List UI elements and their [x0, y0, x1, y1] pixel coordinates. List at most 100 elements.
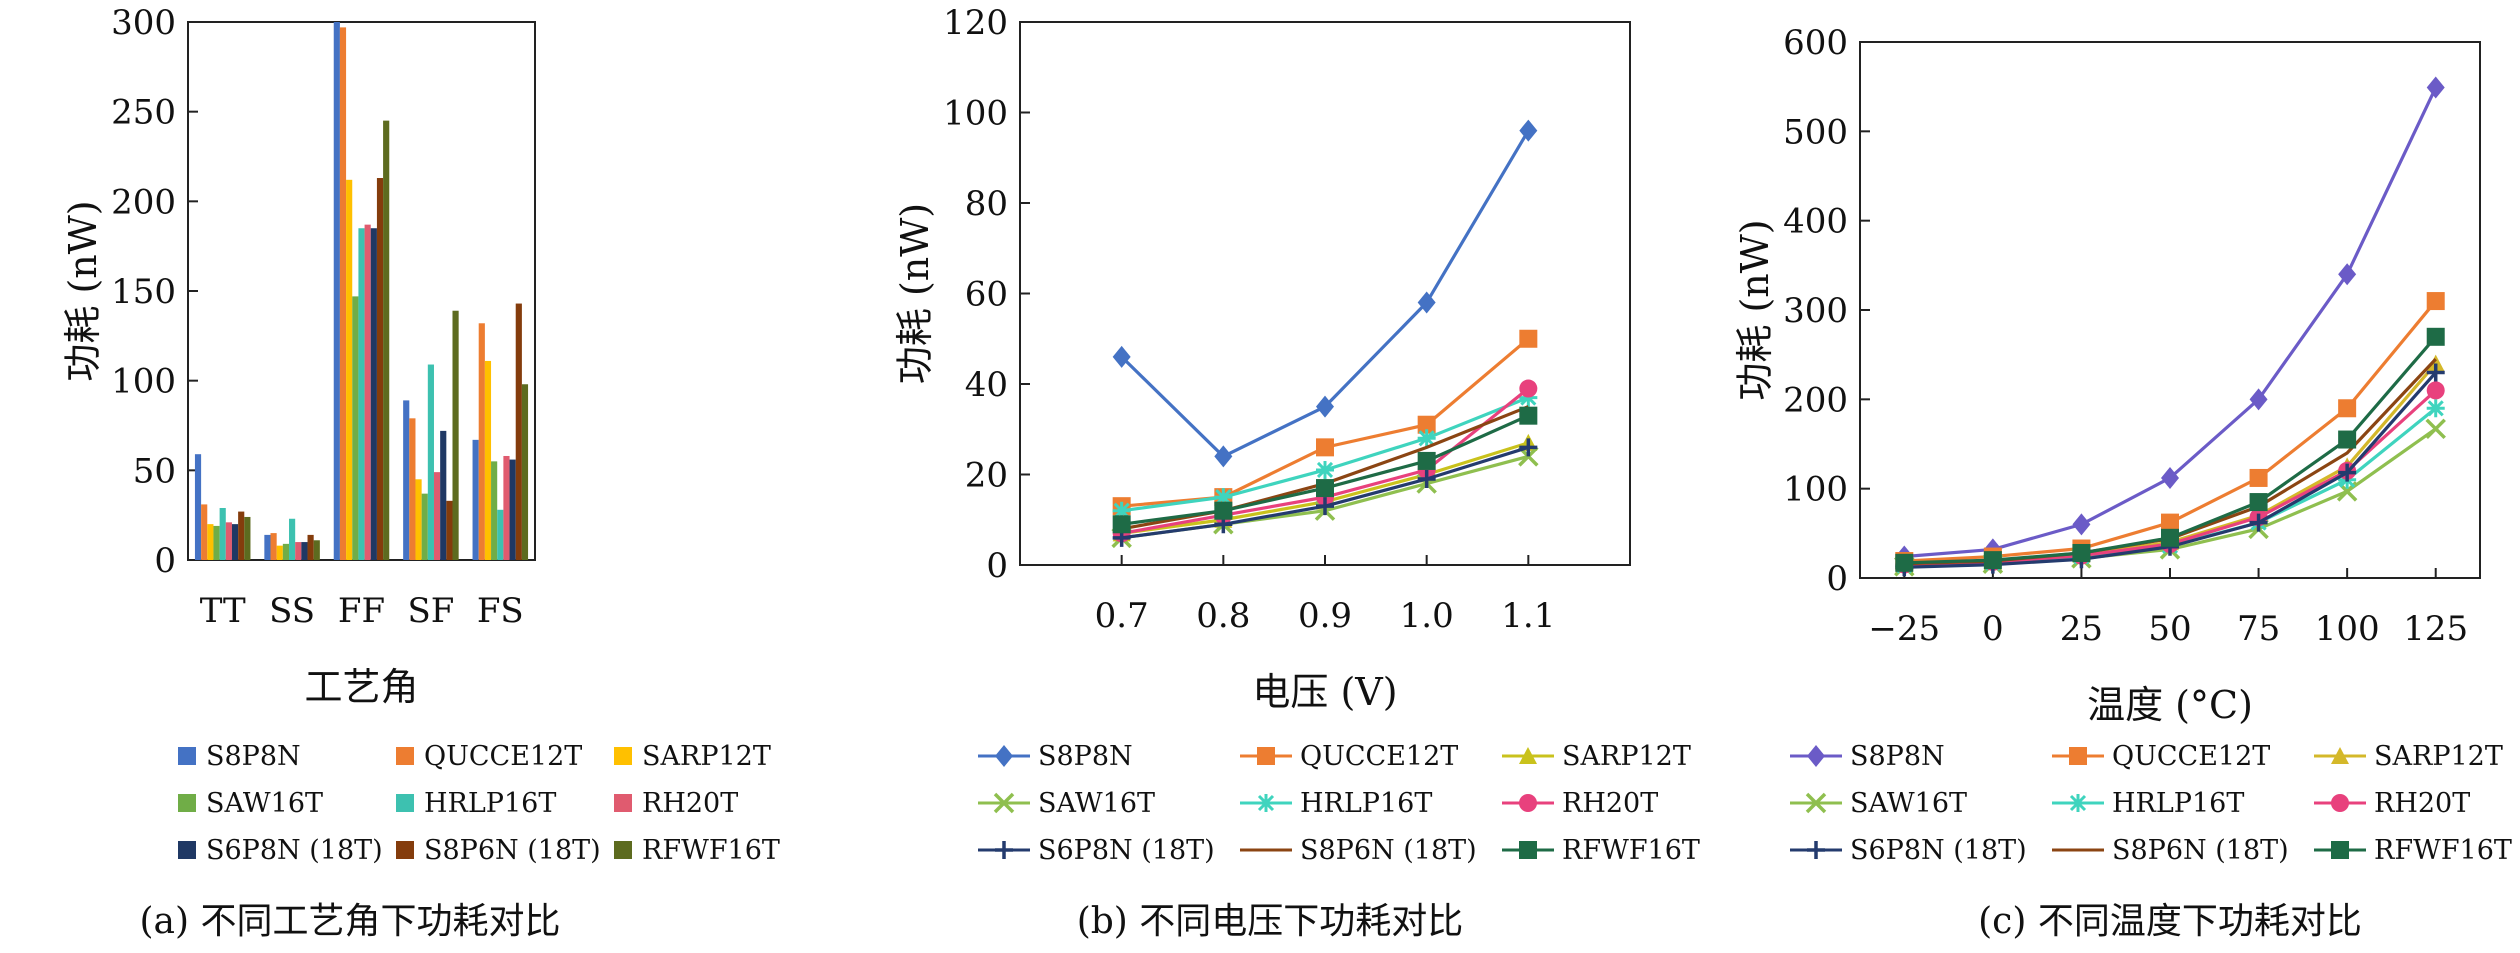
series-s6p8n-18t: [1112, 438, 1538, 547]
bar-saw16t-tt: [213, 525, 220, 560]
series-s8p8n: [1112, 119, 1538, 468]
bar-sarp12t-fs: [484, 360, 492, 560]
y-tick-label: 300: [111, 3, 176, 43]
bar-qucce12t-tt: [201, 504, 208, 560]
figure-caption: (b) 不同电压下功耗对比: [1077, 901, 1464, 942]
legend-label: SARP12T: [642, 741, 771, 772]
series-rfwf16t: [1112, 406, 1538, 534]
bar-s6p8n-18t-ff: [370, 228, 377, 560]
legend-label: S6P8N (18T): [206, 835, 383, 866]
legend-label: RH20T: [2374, 788, 2470, 819]
y-tick-label: 200: [111, 182, 176, 222]
point-s6p8n-18t-2: [1316, 497, 1334, 516]
bar-sarp12t-ss: [276, 545, 283, 560]
point-s8p8n-4: [1519, 119, 1538, 142]
legend-marker-s8p8n: [1807, 745, 1825, 767]
legend-label: HRLP16T: [1300, 788, 1432, 819]
series-qucce12t: [1895, 292, 2445, 571]
point-qucce12t-3: [1417, 415, 1436, 434]
bar-rfwf16t-ff: [383, 120, 390, 560]
y-tick-label: 100: [943, 94, 1008, 134]
y-tick-label: 0: [154, 541, 176, 581]
point-hrlp16t-3: [1417, 429, 1436, 448]
x-tick-label: 0.9: [1298, 596, 1352, 636]
legend-marker-sarp12t: [1519, 747, 1537, 764]
bar-s6p8n-18t-sf: [440, 430, 447, 560]
bar-rh20t-fs: [503, 455, 510, 560]
bar-qucce12t-ss: [270, 533, 277, 560]
bar-s8p6n-18t-tt: [238, 511, 245, 560]
legend-marker-rh20t: [2331, 794, 2349, 812]
bar-s8p8n-tt: [194, 454, 202, 560]
x-tick-label: SF: [407, 591, 454, 631]
y-tick-label: 60: [965, 275, 1008, 315]
bar-s8p6n-18t-fs: [515, 303, 522, 560]
chart-2: 0 20 40 60 80 100 120 功耗 (nW) 电压 (V) 0.7 0.8 0.9 1.0…: [893, 3, 1700, 942]
legend-marker-s6p8n-18t: [995, 841, 1013, 859]
point-s8p8n-3: [1417, 291, 1436, 314]
bar-saw16t-ff: [352, 296, 359, 560]
legend-swatch-hrlp16t: [396, 794, 414, 812]
point-s6p8n-18t-4: [1519, 438, 1538, 457]
series-hrlp16t: [1112, 388, 1538, 520]
y-axis-title: 功耗 (nW): [893, 203, 937, 384]
point-s6p8n-18t-6: [2426, 363, 2445, 382]
chart-3: 0 100 200 300 400 500 600 功耗 (nW) 温度 (°C) −25 0 25 5…: [1733, 23, 2512, 942]
x-axis-title: 电压 (V): [1252, 670, 1397, 714]
y-tick-label: 400: [1783, 202, 1848, 242]
legend-label: S8P6N (18T): [424, 835, 601, 866]
legend-marker-s6p8n-18t: [1807, 841, 1825, 859]
y-tick-label: 150: [111, 272, 176, 312]
legend-marker-saw16t: [1805, 792, 1827, 814]
point-hrlp16t-2: [1316, 460, 1334, 479]
y-tick-label: 120: [943, 3, 1008, 43]
bar-hrlp16t-ss: [289, 518, 296, 560]
bar-hrlp16t-tt: [219, 507, 226, 560]
point-qucce12t-5: [2338, 399, 2357, 418]
point-rfwf16t-4: [1519, 406, 1538, 425]
bar-rfwf16t-ss: [313, 540, 320, 560]
legend-label: QUCCE12T: [424, 741, 582, 772]
legend-marker-qucce12t: [2069, 747, 2087, 765]
legend-label: SAW16T: [1850, 788, 1967, 819]
point-qucce12t-6: [2426, 292, 2445, 311]
legend-label: S6P8N (18T): [1038, 835, 1215, 866]
point-s8p8n-6: [2426, 76, 2445, 99]
legend-marker-hrlp16t: [1257, 794, 1275, 812]
bar-s6p8n-18t-ss: [301, 542, 308, 560]
legend: S8P8N QUCCE12T SARP12T SAW16T HRLP16T RH20T S6…: [1790, 741, 2512, 866]
y-tick-label: 100: [1783, 470, 1848, 510]
bar-qucce12t-sf: [409, 418, 416, 560]
x-tick-label: 0.8: [1196, 596, 1250, 636]
bar-s6p8n-18t-tt: [231, 524, 239, 560]
x-axis-title: 工艺角: [304, 665, 418, 709]
bar-saw16t-sf: [421, 493, 428, 560]
bar-rh20t-sf: [433, 472, 441, 560]
bar-s8p6n-18t-sf: [446, 500, 453, 560]
legend-label: RH20T: [1562, 788, 1658, 819]
legend-label: RH20T: [642, 788, 738, 819]
legend-label: S8P8N: [1850, 741, 1945, 772]
y-axis-title: 功耗 (nW): [61, 200, 105, 381]
legend-swatch-qucce12t: [396, 747, 414, 765]
legend-label: SARP12T: [1562, 741, 1691, 772]
x-tick-label: 0: [1982, 609, 2004, 649]
point-rfwf16t-4: [2249, 493, 2268, 512]
y-tick-label: 40: [965, 365, 1008, 405]
legend-label: RFWF16T: [642, 835, 780, 866]
bar-rh20t-ff: [364, 224, 371, 560]
legend-swatch-sarp12t: [614, 747, 632, 765]
point-rfwf16t-0: [1895, 553, 1914, 572]
bar-s8p8n-fs: [472, 439, 479, 560]
series-rfwf16t: [1895, 327, 2445, 572]
bar-s6p8n-18t-fs: [509, 459, 516, 560]
bar-qucce12t-fs: [478, 323, 485, 560]
point-s8p8n-1: [1214, 445, 1233, 468]
point-qucce12t-3: [2161, 513, 2179, 532]
x-axis-title: 温度 (°C): [2087, 683, 2253, 727]
legend-swatch-saw16t: [178, 794, 196, 812]
legend-swatch-rfwf16t: [614, 841, 632, 859]
y-tick-label: 100: [111, 362, 176, 402]
y-tick-label: 500: [1783, 112, 1848, 152]
y-tick-label: 80: [965, 184, 1008, 224]
